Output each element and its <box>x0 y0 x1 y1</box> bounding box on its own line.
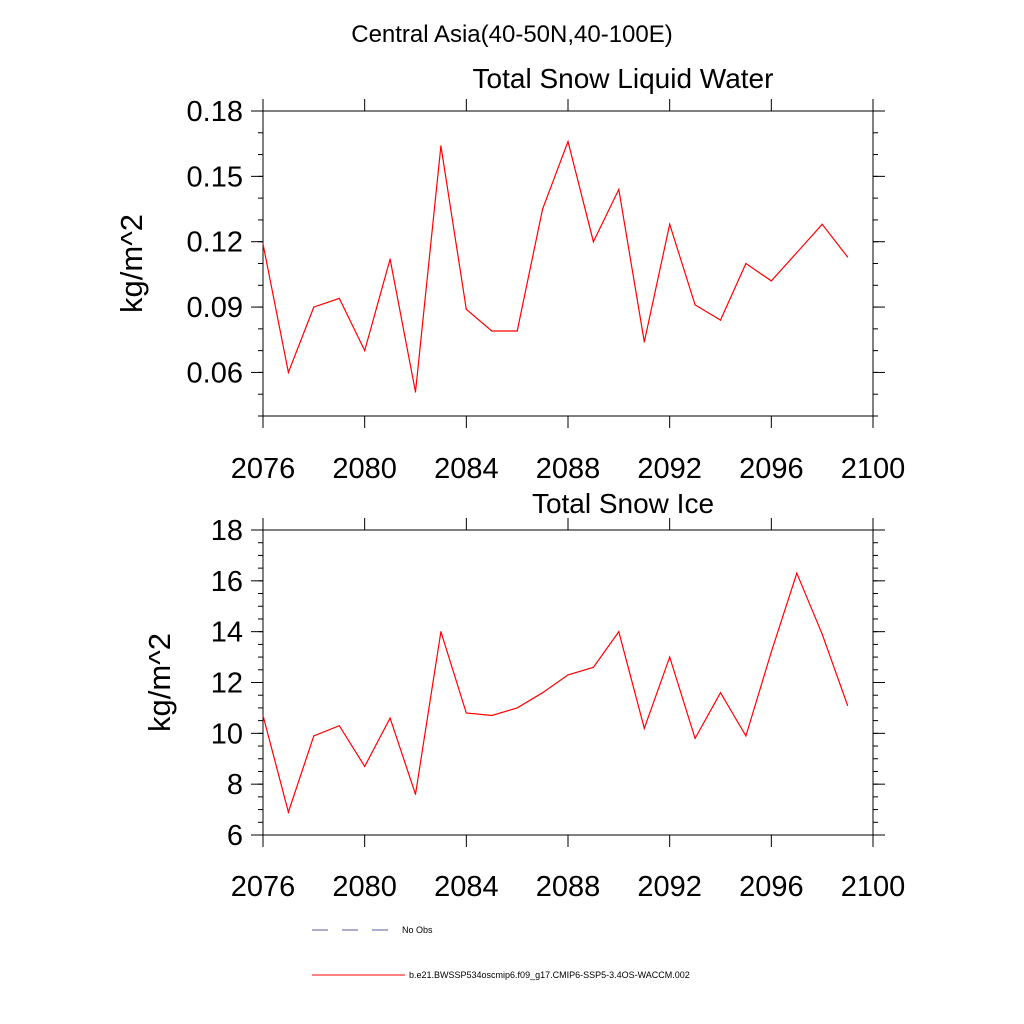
x-tick-label: 2080 <box>332 871 397 903</box>
data-point <box>440 145 442 147</box>
data-point <box>567 674 569 676</box>
data-point <box>262 243 264 245</box>
data-point <box>491 714 493 717</box>
series-points <box>262 572 849 813</box>
data-point <box>643 341 645 343</box>
x-tick-label: 2084 <box>434 871 499 903</box>
axis-ticks <box>251 99 885 428</box>
data-point <box>465 308 467 310</box>
data-point <box>516 707 518 709</box>
y-tick-label: 0.06 <box>187 357 243 389</box>
data-point <box>719 319 722 321</box>
x-tick-label: 2084 <box>434 453 499 485</box>
x-tick-label: 2096 <box>739 871 804 903</box>
y-tick-label: 8 <box>227 769 243 801</box>
x-tick-label: 2076 <box>231 871 296 903</box>
data-point <box>440 631 442 633</box>
data-point <box>592 241 595 243</box>
data-point <box>770 651 772 653</box>
data-point <box>313 306 315 308</box>
data-point <box>491 330 493 332</box>
data-point <box>338 297 340 299</box>
data-point <box>516 330 518 332</box>
y-axis-label: kg/m^2 <box>114 214 149 313</box>
axis-ticks <box>251 518 885 847</box>
series-points <box>262 140 849 393</box>
x-tick-label: 2092 <box>637 871 702 903</box>
data-point <box>719 692 722 694</box>
y-tick-label: 0.12 <box>187 227 243 259</box>
data-point <box>364 765 366 767</box>
y-tick-label: 14 <box>211 617 243 649</box>
data-point <box>364 350 366 352</box>
y-tick-label: 0.18 <box>187 96 243 128</box>
x-tick-label: 2076 <box>231 453 296 485</box>
panel-liquid-water: Total Snow Liquid Water kg/m^2 0.06 0.09 0.1… <box>114 63 905 485</box>
data-point <box>541 208 544 210</box>
x-tick-label: 2088 <box>536 871 601 903</box>
data-point <box>287 811 290 813</box>
data-point <box>821 633 823 635</box>
data-point <box>414 391 417 393</box>
legend-entry-model-run: b.e21.BWSSP534oscmip6.f09_g17.CMIP6-SSP5… <box>312 970 690 980</box>
series-line <box>262 571 849 815</box>
data-point <box>541 692 544 694</box>
x-tick-label: 2092 <box>637 453 702 485</box>
y-tick-label: 16 <box>211 566 243 598</box>
panel-snow-ice: Total Snow Ice kg/m^2 6 8 10 12 14 16 18 2076 2080… <box>142 488 905 903</box>
figure-title: Central Asia(40-50N,40-100E) <box>351 21 673 48</box>
data-point <box>287 371 290 374</box>
data-point <box>821 223 823 225</box>
data-point <box>592 666 595 668</box>
data-point <box>618 631 620 633</box>
legend: No Obs b.e21.BWSSP534oscmip6.f09_g17.CMI… <box>312 925 690 980</box>
plot-frame <box>262 529 874 836</box>
data-point <box>796 252 798 254</box>
plot-frame <box>262 110 874 417</box>
series-line <box>262 139 849 393</box>
legend-label-model-run: b.e21.BWSSP534oscmip6.f09_g17.CMIP6-SSP5… <box>409 970 690 980</box>
data-point <box>338 725 340 727</box>
data-point <box>796 572 798 574</box>
y-tick-label: 10 <box>211 718 243 750</box>
data-point <box>313 735 315 737</box>
panel-title: Total Snow Liquid Water <box>473 63 774 94</box>
y-axis-label: kg/m^2 <box>142 633 177 732</box>
panel-title: Total Snow Ice <box>532 488 714 519</box>
data-point <box>389 717 391 719</box>
data-point <box>389 258 391 260</box>
y-tick-label: 12 <box>211 668 243 700</box>
data-point <box>669 656 671 658</box>
data-point <box>745 735 747 737</box>
legend-label-no-obs: No Obs <box>402 925 433 935</box>
data-point <box>694 304 696 306</box>
x-tick-label: 2080 <box>332 453 397 485</box>
data-point <box>669 223 671 225</box>
data-point <box>414 793 417 795</box>
data-point <box>465 712 467 714</box>
data-point <box>643 727 645 729</box>
data-point <box>745 262 747 265</box>
data-point <box>846 256 849 258</box>
data-point <box>694 737 696 740</box>
y-tick-label: 6 <box>227 820 243 852</box>
legend-entry-no-obs: No Obs <box>312 925 433 935</box>
x-tick-label: 2096 <box>739 453 804 485</box>
x-tick-label: 2088 <box>536 453 601 485</box>
data-point <box>262 714 264 717</box>
data-point <box>846 704 849 706</box>
data-point <box>618 188 620 191</box>
y-tick-label: 0.09 <box>187 292 243 324</box>
data-point <box>770 280 772 282</box>
y-tick-label: 0.15 <box>187 161 243 193</box>
y-tick-label: 18 <box>211 515 243 547</box>
x-tick-label: 2100 <box>841 871 906 903</box>
x-tick-label: 2100 <box>841 453 906 485</box>
data-point <box>567 140 569 143</box>
